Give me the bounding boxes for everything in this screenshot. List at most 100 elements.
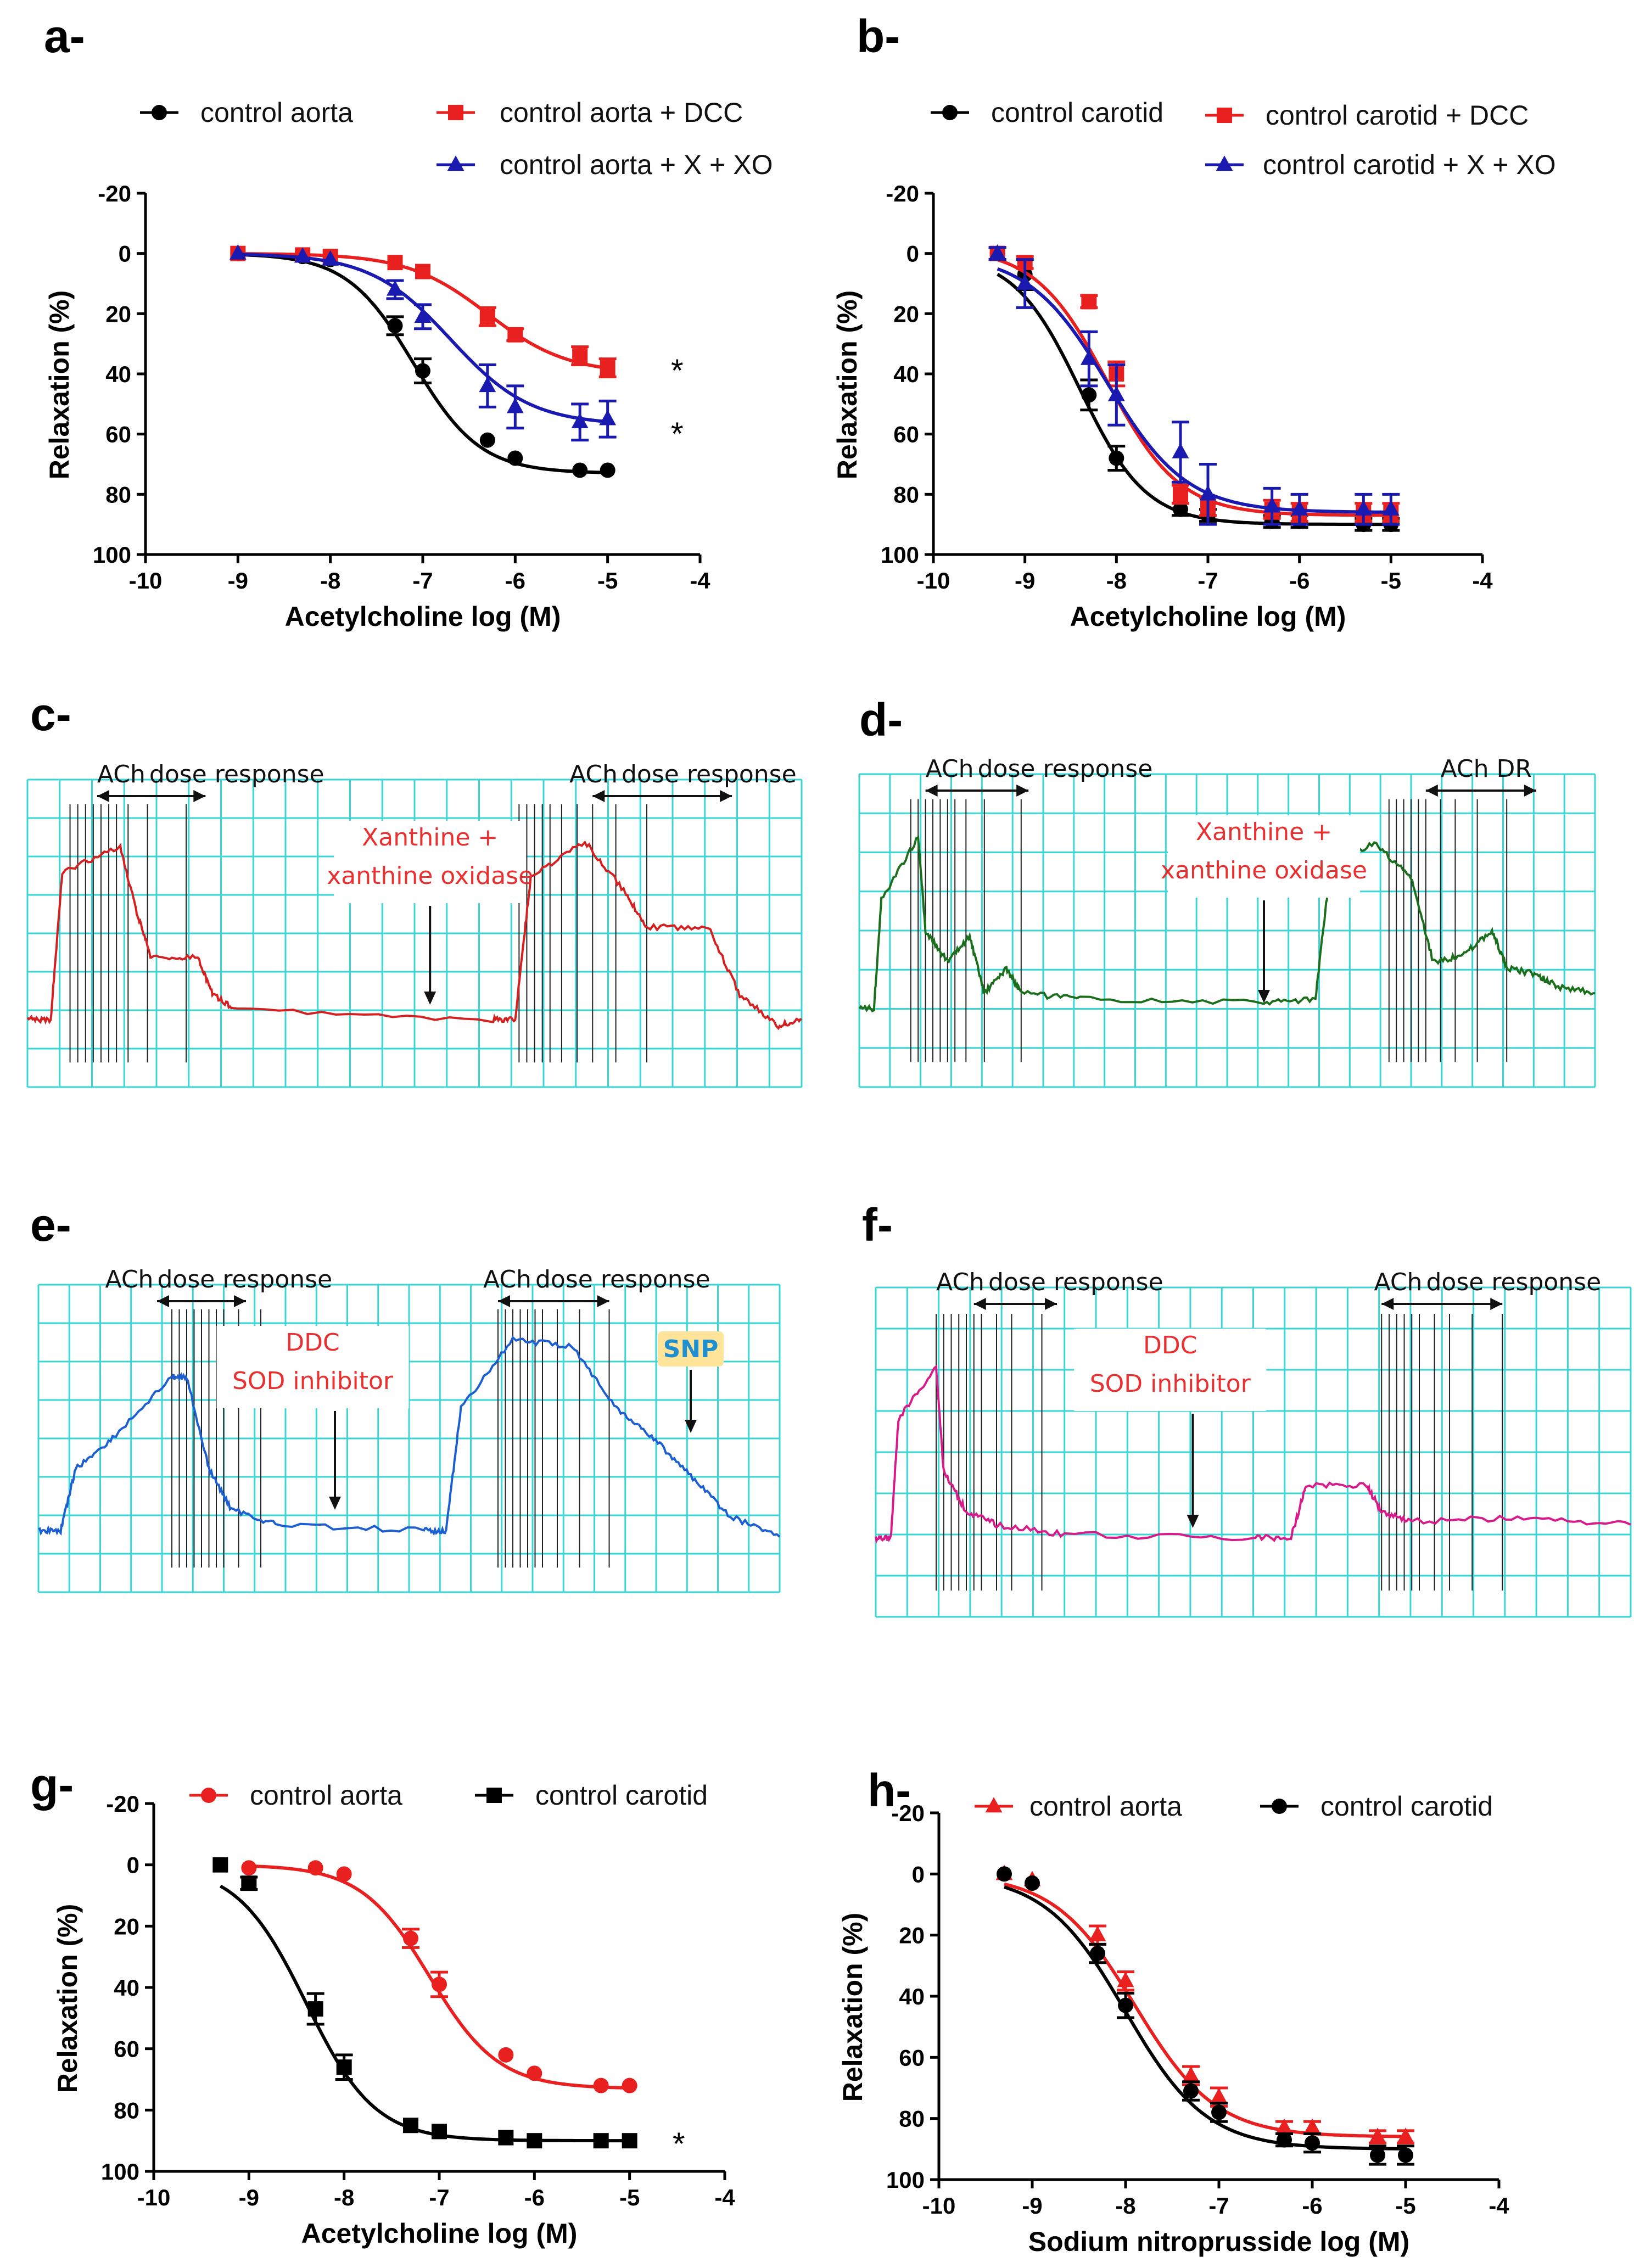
- data-point: [1081, 387, 1097, 403]
- x-tick-label: -5: [597, 568, 618, 593]
- x-axis-label: Sodium nitroprusside log (M): [1028, 2226, 1409, 2257]
- panel-label-g: g-: [30, 1759, 74, 1811]
- legend-marker: [1272, 1799, 1287, 1814]
- ach-label: ACh: [105, 1265, 154, 1293]
- agent-label-line2: xanthine oxidase: [327, 862, 533, 890]
- x-tick-label: -6: [505, 568, 525, 593]
- fit-curve: [997, 258, 1391, 517]
- tension-trace: [26, 840, 802, 1031]
- data-point: [336, 2059, 352, 2075]
- x-axis-label: Acetylcholine log (M): [285, 601, 561, 632]
- legend-entry: control aorta + DCC: [500, 97, 743, 128]
- data-point: [989, 244, 1006, 260]
- dose-response-label: dose response: [988, 1268, 1163, 1296]
- x-tick-label: -6: [524, 2185, 545, 2210]
- y-tick-label: 80: [114, 2097, 139, 2123]
- data-point: [1303, 2118, 1321, 2134]
- agent-label-line1: Xanthine +: [362, 824, 498, 852]
- data-point: [387, 280, 404, 296]
- dose-response-label: dose response: [149, 760, 324, 788]
- arrow-head: [1258, 990, 1270, 1003]
- data-point: [241, 1860, 257, 1876]
- y-tick-label: -20: [891, 1800, 925, 1826]
- data-point: [507, 327, 523, 343]
- legend-entry: control aorta: [200, 97, 353, 128]
- trace-grid: [858, 773, 1596, 1088]
- data-point: [1182, 2066, 1200, 2082]
- data-point: [600, 360, 615, 376]
- y-tick-label: 80: [105, 481, 131, 507]
- series-1: control carotid: [997, 1791, 1493, 2166]
- data-point: [1089, 1925, 1106, 1941]
- data-point: [498, 2130, 514, 2146]
- agent-label-line2: xanthine oxidase: [1161, 856, 1367, 884]
- y-tick-label: 100: [886, 2167, 925, 2193]
- y-tick-label: 40: [105, 361, 131, 387]
- annotation-box: [216, 1326, 409, 1408]
- arrow-head: [157, 1295, 169, 1307]
- fit-curve: [1004, 1885, 1406, 2151]
- legend-entry: control carotid + DCC: [1266, 100, 1529, 131]
- legend-marker: [447, 155, 465, 171]
- x-tick-label: -10: [922, 2193, 956, 2219]
- series-0: control aorta: [975, 1791, 1414, 2144]
- data-point: [1080, 349, 1098, 365]
- panel-label-f: f-: [862, 1199, 893, 1251]
- x-tick-label: -5: [619, 2185, 640, 2210]
- x-tick-label: -6: [1289, 568, 1310, 593]
- panel-label-c: c-: [30, 688, 71, 740]
- panel-label-h: h-: [868, 1765, 911, 1816]
- data-point: [1025, 1875, 1040, 1891]
- data-point: [1263, 497, 1281, 513]
- legend-marker: [1217, 108, 1232, 123]
- arrow-head: [424, 992, 437, 1005]
- data-point: [593, 2133, 609, 2149]
- agent-label-line2: SOD inhibitor: [232, 1367, 394, 1395]
- x-axis-label: Acetylcholine log (M): [301, 2218, 578, 2249]
- data-point: [1172, 443, 1189, 458]
- y-tick-label: -20: [886, 181, 919, 206]
- x-tick-label: -9: [1015, 568, 1035, 593]
- legend-marker: [448, 105, 463, 120]
- snp-label: SNP: [663, 1335, 719, 1363]
- agent-label-line1: DDC: [1143, 1331, 1197, 1359]
- data-point: [1081, 294, 1097, 310]
- panel-label-d: d-: [859, 694, 903, 746]
- legend-entry: control aorta + X + XO: [500, 149, 773, 180]
- data-point: [527, 2133, 542, 2149]
- data-point: [1090, 1946, 1105, 1962]
- data-point: [1369, 2127, 1386, 2143]
- annotation-box: [1168, 815, 1360, 898]
- x-tick-label: -8: [1115, 2193, 1135, 2219]
- agent-label-line1: DDC: [286, 1329, 339, 1357]
- y-axis-label: Relaxation (%): [44, 290, 75, 480]
- series-2: control carotid + X + XO: [988, 149, 1556, 526]
- x-tick-label: -10: [137, 2185, 171, 2210]
- y-tick-label: 40: [899, 1984, 925, 2009]
- y-tick-label: 80: [899, 2106, 925, 2132]
- y-tick-label: 60: [899, 2045, 925, 2070]
- arrow-head: [1425, 785, 1438, 797]
- arrow-head: [925, 785, 938, 797]
- data-point: [414, 307, 432, 323]
- panel-label-a: a-: [44, 10, 85, 62]
- ach-label: ACh: [1374, 1268, 1423, 1296]
- data-point: [415, 363, 430, 379]
- arrow-head: [193, 790, 206, 802]
- y-tick-label: 100: [881, 542, 919, 568]
- data-point: [415, 264, 430, 279]
- tension-trace: [875, 1364, 1631, 1544]
- series-0: control aorta: [189, 1780, 637, 2093]
- arrow-head: [973, 1298, 986, 1310]
- y-axis-label: Relaxation (%): [832, 290, 863, 480]
- x-tick-label: -8: [334, 2185, 354, 2210]
- y-tick-label: -20: [98, 181, 131, 206]
- fit-curve: [238, 253, 608, 424]
- annotation-box: [334, 821, 527, 903]
- legend-marker: [985, 1797, 1003, 1813]
- data-point: [1173, 486, 1188, 502]
- data-point: [322, 250, 339, 266]
- arrow-head: [1045, 1298, 1057, 1310]
- significance-star: *: [671, 353, 684, 389]
